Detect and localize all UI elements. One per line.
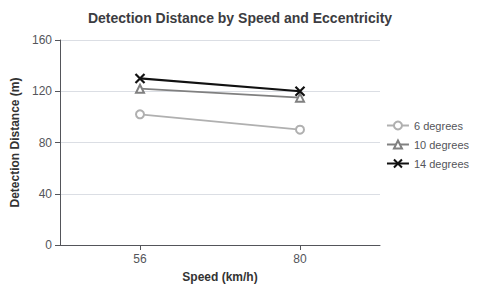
- svg-text:10 degrees: 10 degrees: [414, 139, 470, 151]
- svg-text:80: 80: [39, 136, 53, 150]
- svg-text:160: 160: [32, 33, 52, 47]
- svg-text:Detection Distance (m): Detection Distance (m): [8, 77, 22, 207]
- svg-text:6 degrees: 6 degrees: [414, 120, 463, 132]
- svg-text:Speed (km/h): Speed (km/h): [182, 270, 257, 284]
- svg-text:56: 56: [133, 252, 147, 266]
- svg-text:14 degrees: 14 degrees: [414, 158, 470, 170]
- svg-text:Detection Distance by Speed an: Detection Distance by Speed and Eccentri…: [88, 10, 392, 26]
- svg-text:120: 120: [32, 84, 52, 98]
- svg-text:0: 0: [45, 238, 52, 252]
- svg-text:80: 80: [293, 252, 307, 266]
- svg-text:40: 40: [39, 187, 53, 201]
